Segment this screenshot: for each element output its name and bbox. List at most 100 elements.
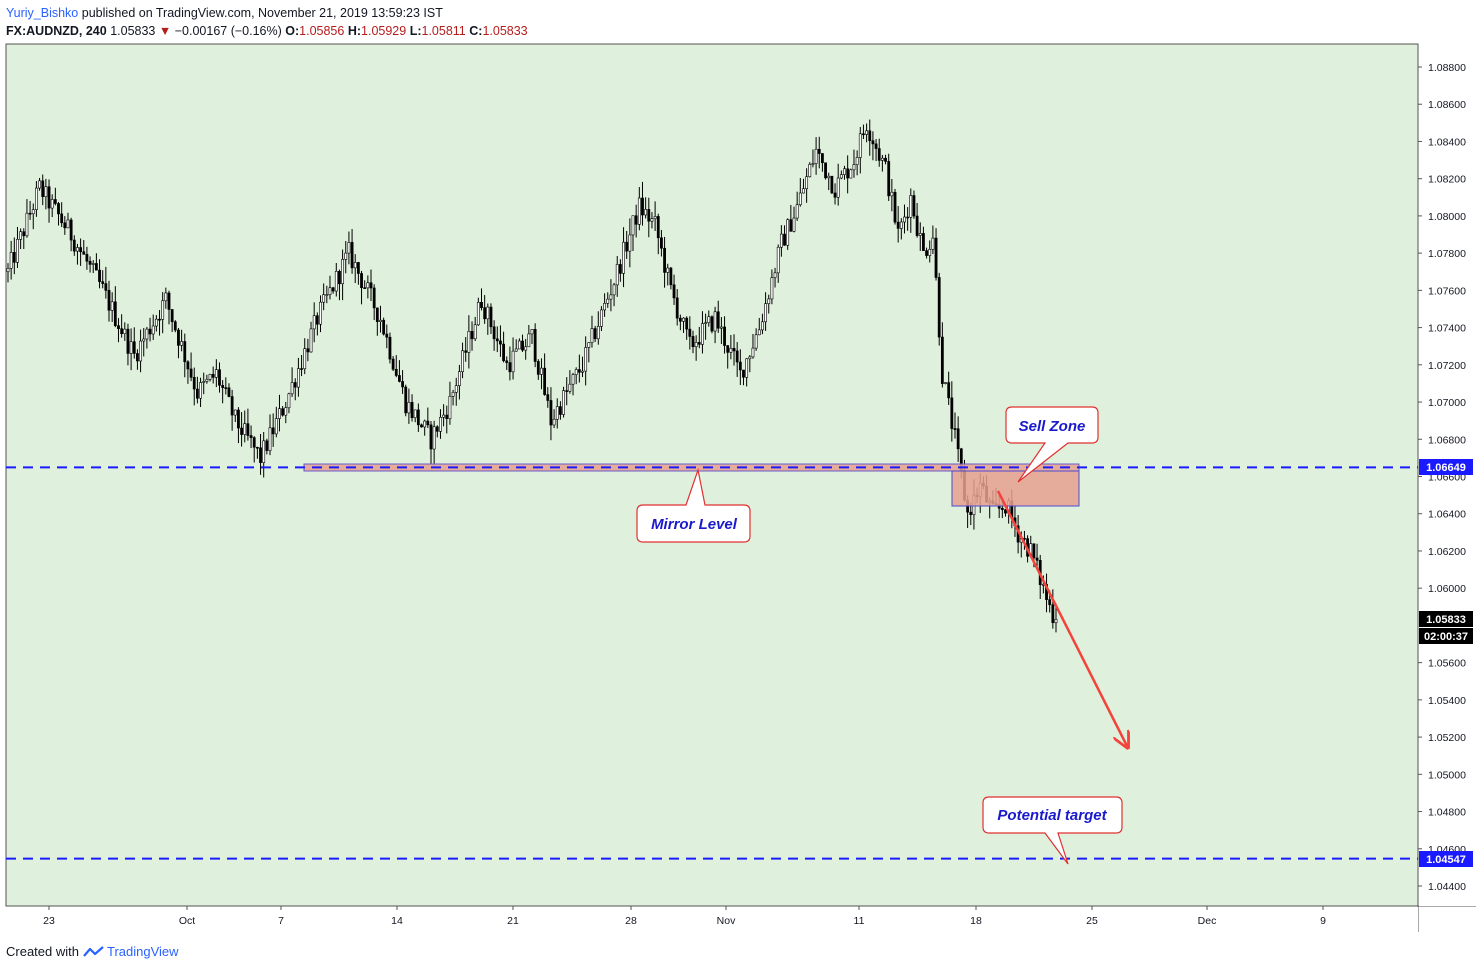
x-tick-label: 11 xyxy=(854,915,865,927)
candle-body xyxy=(830,175,834,194)
candle-body xyxy=(183,341,187,363)
candle-body xyxy=(309,328,313,353)
candle-body xyxy=(786,219,790,246)
candle-body xyxy=(255,446,259,449)
candle-body xyxy=(341,259,345,285)
tradingview-logo[interactable]: TradingView xyxy=(83,944,179,960)
candle-body xyxy=(773,272,777,278)
candle-body xyxy=(666,267,670,273)
candle-body xyxy=(846,168,850,179)
candle-body xyxy=(132,341,136,354)
y-tick-label: 1.07200 xyxy=(1428,360,1466,372)
candle-body xyxy=(192,377,196,390)
symbol-label[interactable]: FX:AUDNZD, 240 xyxy=(6,24,107,38)
sell-zone-box[interactable] xyxy=(951,470,1080,507)
last-price: 1.05833 xyxy=(110,24,156,38)
candle-body xyxy=(126,328,130,354)
candle-body xyxy=(536,361,540,375)
candle-body xyxy=(66,219,70,229)
candle-body xyxy=(761,321,764,331)
y-tick-label: 1.08000 xyxy=(1428,211,1466,223)
candle-body xyxy=(464,350,468,353)
candlestick-series xyxy=(6,119,1058,633)
candle-body xyxy=(416,409,420,426)
created-with-text: Created with xyxy=(6,944,79,959)
y-tick-label: 1.07800 xyxy=(1428,248,1466,260)
candle-body xyxy=(480,301,483,308)
y-tick-label: 1.07000 xyxy=(1428,397,1466,409)
sell-zone-callout[interactable]: Sell Zone xyxy=(1005,406,1099,483)
candle-body xyxy=(161,300,165,320)
candle-body xyxy=(237,409,240,429)
candle-body xyxy=(423,420,427,428)
x-axis-ticks: 23 Oct 7 14 21 28 Nov 11 18 25 Dec 9 xyxy=(43,906,1326,927)
candle-body xyxy=(16,239,19,263)
candle-body xyxy=(139,340,142,362)
tradingview-brand: TradingView xyxy=(106,944,179,959)
candle-body xyxy=(53,199,57,204)
candle-body xyxy=(38,180,41,189)
candle-body xyxy=(533,328,537,362)
candle-body xyxy=(738,361,742,371)
candle-body xyxy=(173,321,177,331)
candle-body xyxy=(334,271,338,292)
candle-body xyxy=(625,241,629,252)
candle-body xyxy=(631,215,635,236)
open-value: 1.05856 xyxy=(299,24,345,38)
candle-body xyxy=(426,420,430,426)
countdown-label: 02:00:37 xyxy=(1424,631,1468,643)
candle-body xyxy=(461,350,464,372)
author-link[interactable]: Yuriy_Bishko xyxy=(6,6,79,20)
candle-body xyxy=(824,162,827,179)
projection-arrow[interactable] xyxy=(996,490,1127,746)
candle-body xyxy=(369,282,373,289)
candle-body xyxy=(1054,618,1058,624)
candle-body xyxy=(571,374,575,385)
candle-body xyxy=(764,303,767,323)
candle-body xyxy=(454,385,458,393)
high-label: H: xyxy=(347,24,362,38)
candle-body xyxy=(751,347,755,358)
candle-body xyxy=(940,336,944,384)
candle-body xyxy=(470,331,474,340)
potential-target-callout[interactable]: Potential target xyxy=(982,796,1123,865)
candle-body xyxy=(950,397,954,429)
y-tick-label: 1.05400 xyxy=(1428,695,1466,707)
time-axis[interactable] xyxy=(6,907,1418,932)
candle-body xyxy=(590,328,594,343)
candle-body xyxy=(208,374,212,380)
candle-body xyxy=(268,427,272,451)
candle-body xyxy=(555,406,559,420)
candle-body xyxy=(79,247,83,253)
mirror-level-callout[interactable]: Mirror Level xyxy=(636,467,751,543)
publish-info: Yuriy_Bishko published on TradingView.co… xyxy=(6,4,1466,22)
price-chart[interactable]: 1.08800 1.08600 1.08400 1.08200 1.08000 1.078… xyxy=(0,0,1482,940)
candle-body xyxy=(224,387,228,389)
candle-body xyxy=(154,318,158,327)
candle-body xyxy=(145,328,149,340)
close-value: 1.05833 xyxy=(482,24,528,38)
candle-body xyxy=(694,342,698,348)
candle-body xyxy=(593,328,597,340)
candle-body xyxy=(499,340,502,345)
candle-body xyxy=(707,316,711,323)
candle-body xyxy=(25,212,29,237)
candle-body xyxy=(802,188,805,194)
x-tick-label: 21 xyxy=(507,915,519,927)
candle-body xyxy=(505,360,509,363)
low-value: 1.05811 xyxy=(421,24,466,38)
candle-body xyxy=(457,371,461,386)
candle-body xyxy=(448,396,452,420)
candle-body xyxy=(874,143,878,149)
candle-body xyxy=(511,350,515,373)
candle-body xyxy=(1004,509,1007,514)
candle-body xyxy=(391,358,395,370)
candle-body xyxy=(928,248,932,256)
candle-body xyxy=(22,231,26,237)
candle-body xyxy=(110,301,114,311)
candle-body xyxy=(887,161,891,197)
candle-body xyxy=(129,341,133,354)
candle-body xyxy=(1035,557,1039,561)
plot-area[interactable] xyxy=(6,44,1418,906)
candle-body xyxy=(934,237,938,278)
